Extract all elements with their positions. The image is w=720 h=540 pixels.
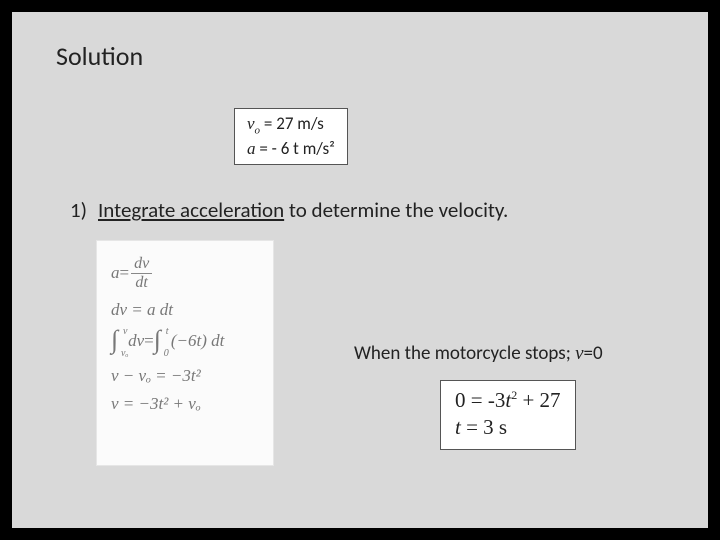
given-v-value: = 27 m/s [260, 113, 324, 134]
int1-lower: vₒ [121, 348, 128, 359]
slide-title: Solution [56, 40, 664, 72]
derivation-box: a = dv dt dv = a dt ∫ v vₒ dv = ∫ t 0 (−… [96, 240, 274, 466]
ans1-pre: 0 = -3 [455, 388, 505, 412]
given-v-line: vo = 27 m/s [247, 113, 335, 138]
fraction-dvdt: dv dt [131, 255, 152, 291]
frac-den: dt [132, 274, 150, 292]
step-number: 1) [70, 197, 98, 223]
integral-right: ∫ t 0 [154, 330, 161, 353]
stop-condition-text: When the motorcycle stops; v=0 [354, 342, 603, 365]
int1-body: dv [128, 332, 144, 351]
step-rest: to determine the velocity. [284, 197, 508, 223]
answer-line1: 0 = -3t2 + 27 [455, 387, 561, 414]
eq1-equals: = [120, 264, 130, 283]
answer-line2: t = 3 s [455, 414, 561, 441]
eq-integral: ∫ v vₒ dv = ∫ t 0 (−6t) dt [111, 330, 265, 353]
eq-v-final: v = −3t² + vₒ [111, 395, 265, 414]
int2-lower: 0 [164, 348, 169, 359]
given-values-box: vo = 27 m/s a = - 6 t m/s² [234, 108, 348, 165]
ans1-post: + 27 [517, 388, 560, 412]
stop-rest: =0 [584, 342, 603, 365]
int-equals: = [144, 332, 154, 351]
integral-left: ∫ v vₒ [111, 330, 118, 353]
int1-upper: v [123, 326, 127, 337]
eq-a-dvdt: a = dv dt [111, 255, 265, 291]
answer-box: 0 = -3t2 + 27 t = 3 s [440, 380, 576, 450]
slide-body: Solution vo = 27 m/s a = - 6 t m/s² 1)In… [12, 12, 708, 528]
given-a-line: a = - 6 t m/s² [247, 138, 335, 159]
int2-body: (−6t) dt [171, 332, 225, 351]
int2-upper: t [166, 326, 169, 337]
frac-num: dv [131, 255, 152, 274]
eq-dv-adt: dv = a dt [111, 301, 265, 320]
given-a-value: = - 6 t m/s² [256, 138, 335, 159]
ans2-rest: = 3 s [461, 415, 507, 439]
eq1-lhs: a [111, 264, 120, 283]
step-1-text: 1)Integrate acceleration to determine th… [70, 197, 508, 223]
symbol-a: a [247, 139, 256, 158]
eq-v-vo: v − vₒ = −3t² [111, 367, 265, 386]
step-underlined: Integrate acceleration [98, 197, 284, 223]
stop-prefix: When the motorcycle stops; [354, 342, 575, 365]
stop-v: v [575, 343, 583, 364]
symbol-v: v [247, 114, 255, 133]
